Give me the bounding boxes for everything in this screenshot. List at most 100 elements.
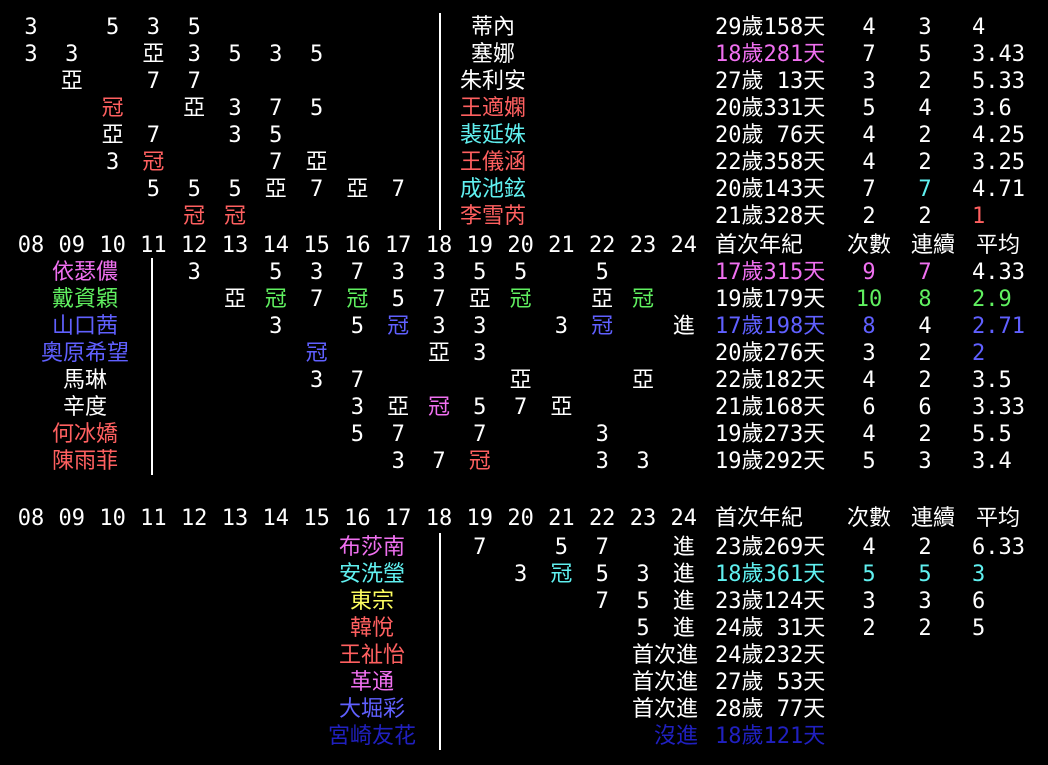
result-mark: 7	[269, 96, 283, 121]
column-divider	[439, 148, 441, 176]
year-header: 13	[221, 506, 249, 531]
result-mark: 3	[595, 449, 609, 474]
result-mark: 亞	[427, 341, 450, 366]
result-mark: 3	[513, 562, 528, 587]
column-divider	[151, 339, 153, 367]
result-mark: 5	[554, 535, 569, 560]
average-rank: 3.33	[972, 395, 1025, 420]
result-mark: 3	[391, 260, 405, 285]
average-rank: 3	[972, 562, 986, 587]
year-header: 16	[344, 506, 371, 531]
result-mark: 進	[672, 562, 695, 587]
result-mark: 進	[672, 616, 695, 641]
header-row-2: 08 09 10 11 12 13 14 15 16 17 18 19 20 21 22 23 24 首次年紀 次數…	[0, 505, 1048, 532]
streak-count: 4	[918, 96, 932, 121]
result-mark: 3	[473, 314, 487, 339]
column-divider	[439, 695, 441, 723]
average-rank: 3.43	[972, 42, 1025, 67]
middle-row: 辛度 3 亞冠 5 7 亞 21歲168天 6 6 3.33	[0, 393, 1048, 421]
result-mark: 7	[391, 177, 405, 202]
first-age: 24歲 31天	[715, 616, 826, 641]
result-mark: 亞	[60, 69, 83, 94]
column-divider	[439, 121, 441, 149]
result-mark: 冠	[142, 150, 165, 175]
result-mark: 亞	[305, 150, 328, 175]
streak-count: 7	[918, 177, 932, 202]
player-name: 革通	[349, 670, 394, 695]
player-name: 戴資穎	[51, 287, 118, 312]
result-mark: 7	[187, 69, 201, 94]
age-header: 首次年紀	[715, 506, 804, 531]
first-age: 18歲121天	[715, 724, 826, 749]
result-mark: 3	[350, 395, 365, 420]
first-age: 20歲143天	[715, 177, 826, 202]
player-name: 王適嫻	[459, 96, 526, 121]
player-name: 奧原希望	[40, 341, 129, 366]
result-mark: 7	[146, 69, 161, 94]
column-divider	[439, 13, 441, 41]
streak-header: 連續	[910, 233, 955, 258]
player-name: 成池鉉	[459, 177, 526, 202]
result-mark: 冠	[101, 96, 124, 121]
result-mark: 冠	[468, 449, 491, 474]
year-header: 20	[507, 233, 534, 258]
column-divider	[439, 614, 441, 642]
result-mark: 7	[391, 422, 405, 447]
result-mark: 5	[595, 562, 609, 587]
result-mark: 冠	[223, 204, 246, 229]
player-name: 東宗	[349, 589, 394, 614]
appearance-count: 8	[862, 314, 876, 339]
streak-count: 2	[918, 422, 932, 447]
result-mark: 冠	[387, 314, 410, 339]
player-name: 安洗瑩	[338, 562, 405, 587]
year-header: 15	[303, 233, 330, 258]
result-mark: 3	[473, 341, 487, 366]
bottom-row: 東宗 7 5 進 23歲124天 3 3 6	[0, 587, 1048, 615]
average-rank: 5	[972, 616, 986, 641]
average-rank: 6	[972, 589, 986, 614]
result-mark: 7	[350, 260, 365, 285]
result-mark: 3	[309, 368, 324, 393]
entry-note: 沒進	[654, 724, 699, 749]
year-header: 22	[588, 506, 616, 531]
average-rank: 4.33	[972, 260, 1025, 285]
first-age: 28歲 77天	[715, 697, 826, 722]
result-mark: 亞	[591, 287, 614, 312]
first-age: 24歲232天	[715, 643, 826, 668]
result-mark: 3	[391, 449, 405, 474]
result-mark: 亞	[550, 395, 573, 420]
result-mark: 3	[65, 42, 79, 67]
result-mark: 7	[473, 535, 487, 560]
result-mark: 3	[187, 260, 201, 285]
column-divider	[151, 258, 153, 286]
bottom-row: 安洗瑩 3 冠 5 3 進 18歲361天 5 5 3	[0, 560, 1048, 588]
first-age: 19歲179天	[715, 287, 826, 312]
result-mark: 3	[24, 15, 38, 40]
year-header: 14	[262, 233, 290, 258]
year-header: 18	[425, 506, 453, 531]
first-age: 20歲331天	[715, 96, 826, 121]
column-divider	[439, 202, 441, 230]
result-mark: 亞	[142, 42, 165, 67]
streak-count: 2	[918, 123, 932, 148]
result-mark: 3	[228, 123, 242, 148]
middle-row: 奧原希望冠亞 3 20歲276天 3 2 2	[0, 339, 1048, 367]
year-header: 17	[384, 506, 412, 531]
first-age: 29歲158天	[715, 15, 826, 40]
year-header: 20	[507, 506, 534, 531]
streak-count: 6	[918, 395, 932, 420]
appearance-count: 10	[855, 287, 883, 312]
result-mark: 亞	[387, 395, 410, 420]
top-row: 3 冠 7 亞 王儀涵 22歲358天 4 2 3.25	[0, 148, 1048, 176]
player-name: 蒂內	[470, 15, 515, 40]
result-mark: 亞	[101, 123, 124, 148]
result-mark: 5	[473, 395, 487, 420]
appearance-count: 4	[862, 150, 876, 175]
average-rank: 4.25	[972, 123, 1025, 148]
player-name: 陳雨菲	[51, 449, 118, 474]
year-header: 23	[629, 506, 657, 531]
year-header: 08	[17, 233, 45, 258]
result-mark: 亞	[183, 96, 206, 121]
entry-note: 首次進	[632, 670, 699, 695]
count-header: 次數	[846, 233, 891, 258]
